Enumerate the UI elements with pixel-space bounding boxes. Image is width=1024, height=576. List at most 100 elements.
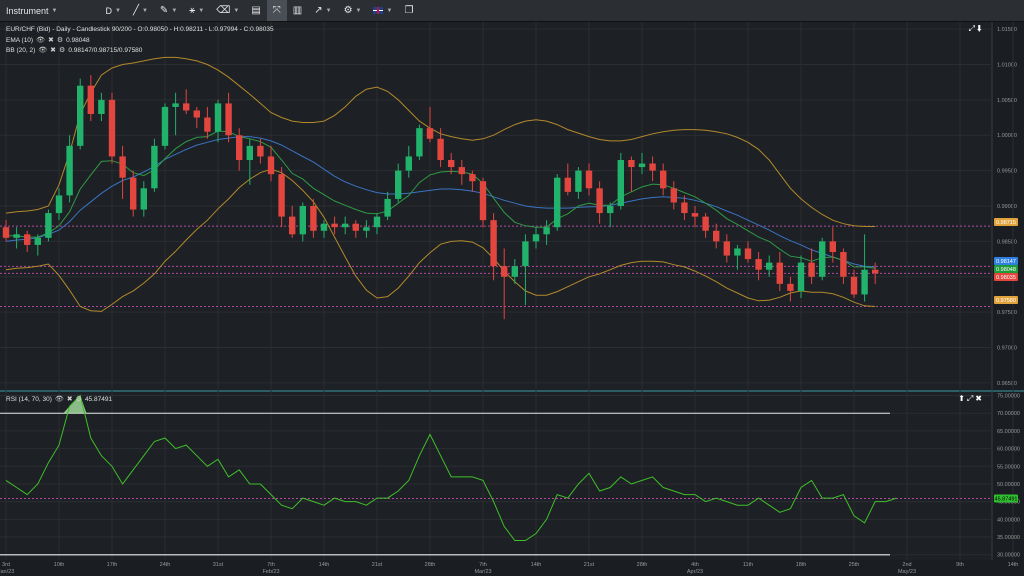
layout-button[interactable]: ▤	[245, 0, 266, 21]
x-tick-label: 21st	[372, 562, 383, 568]
x-tick-label: 10th	[54, 562, 65, 568]
timeframe-label: D	[105, 5, 112, 16]
bb-lower-line	[5, 168, 876, 312]
x-tick-label: 7th	[267, 562, 275, 568]
candle-body	[755, 259, 762, 270]
cross-tool-button[interactable]: ⚹ ▼	[183, 0, 210, 21]
x-tick-label: 14th	[319, 562, 330, 568]
trash-button[interactable]: ⌫ ▼	[210, 0, 245, 21]
candle-body	[352, 223, 359, 231]
price-label-bg	[994, 218, 1018, 226]
candle-body	[448, 160, 455, 168]
instrument-dropdown[interactable]: Instrument ▼	[0, 0, 63, 21]
main-legend-text: EUR/CHF (Bid) - Daily - Candlestick 90/2…	[6, 26, 274, 33]
line-tool-button[interactable]: ╱ ▼	[127, 0, 154, 21]
candle-body	[225, 103, 232, 136]
candle-body	[808, 262, 815, 277]
settings-button[interactable]: ⚙ ▼	[338, 0, 368, 21]
candle-body	[490, 220, 497, 267]
candle-body	[331, 223, 338, 228]
candle-body	[437, 138, 444, 160]
ema-legend-label: EMA (10)	[6, 36, 34, 44]
pencil-tool-icon: ✎	[159, 5, 169, 16]
candle-body	[850, 276, 858, 295]
y-tick-label: 1.01000	[997, 62, 1017, 68]
rsi-y-tick-label: 65.00000	[997, 429, 1020, 435]
price-label-bg	[994, 273, 1018, 281]
candle-body	[13, 234, 20, 238]
price-label: 0.97580	[996, 298, 1016, 304]
candle-body	[108, 99, 116, 157]
rsi-y-tick-label: 55.00000	[997, 464, 1020, 470]
rsi-current-label: 45.87491	[995, 497, 1018, 503]
candle-body	[395, 170, 402, 199]
candle-body	[320, 223, 328, 231]
eye-icon[interactable]: 👁	[54, 396, 64, 403]
rsi-pane-controls: ⬆⤢✖	[958, 394, 984, 404]
timeframe-dropdown[interactable]: D ▼	[99, 0, 126, 21]
share-button[interactable]: ↗ ▼	[308, 0, 337, 21]
candle-body	[119, 156, 126, 178]
candle-body	[681, 202, 688, 214]
candle-body	[98, 99, 105, 114]
fit-icon: ⤧	[272, 5, 281, 16]
windows-icon: ❐	[404, 5, 414, 16]
close-icon[interactable]: ✖	[66, 396, 73, 403]
candle-body	[384, 198, 391, 217]
price-label-bg	[994, 296, 1018, 304]
pencil-tool-button[interactable]: ✎ ▼	[154, 0, 183, 21]
rsi-pane-bg	[0, 392, 992, 560]
move-up-icon[interactable]: ⬆	[958, 394, 967, 403]
candle-body	[660, 170, 667, 189]
ema-legend-value: 0.98048	[66, 36, 90, 44]
windows-button[interactable]: ❐	[398, 0, 419, 21]
candle-body	[702, 216, 709, 231]
x-tick-label: 4th	[691, 562, 699, 568]
rsi-y-tick-label: 60.00000	[997, 447, 1020, 453]
y-tick-label: 0.99000	[997, 204, 1017, 210]
candle-body	[723, 241, 730, 256]
price-label: 0.98147	[996, 259, 1016, 265]
expand-icon[interactable]: ⤢	[966, 394, 976, 403]
line-tool-icon: ╱	[132, 5, 139, 16]
price-label-bg	[994, 265, 1018, 273]
eye-icon[interactable]: 👁	[38, 47, 48, 54]
gear-icon[interactable]: ⚙	[59, 47, 66, 54]
candle-body	[87, 85, 94, 114]
x-tick-label: 2nd	[902, 562, 911, 568]
fit-button[interactable]: ⤧	[266, 0, 287, 21]
eye-icon[interactable]: 👁	[36, 37, 45, 44]
expand-icon[interactable]: ⤢	[968, 24, 978, 33]
candle-body	[140, 188, 147, 210]
main-legend: EUR/CHF (Bid) - Daily - Candlestick 90/2…	[6, 26, 274, 33]
candle-body	[267, 156, 275, 175]
x-tick-label: 9th	[956, 562, 964, 568]
language-button[interactable]: ▼	[367, 0, 398, 21]
candle-body	[426, 128, 434, 139]
close-icon[interactable]: ✖	[47, 37, 54, 44]
gear-icon[interactable]: ⚙	[75, 396, 82, 403]
candle-body	[183, 103, 190, 111]
close-icon[interactable]: ✖	[50, 47, 57, 54]
price-label: 0.98035	[996, 275, 1016, 281]
close-icon[interactable]: ✖	[975, 394, 984, 403]
share-icon: ↗	[314, 5, 323, 16]
ema-line	[6, 130, 876, 269]
candle-body	[214, 103, 222, 132]
candle-body	[416, 128, 423, 157]
rsi-legend: RSI (14, 70, 30) 👁 ✖ ⚙ 45.87491	[6, 395, 112, 404]
ema-legend: EMA (10) 👁 ✖ ⚙ 0.98048	[6, 36, 90, 45]
x-tick-label: 31st	[213, 562, 224, 568]
move-down-icon[interactable]: ⬇	[977, 24, 984, 33]
bb-legend-label: BB (20, 2)	[6, 46, 36, 54]
indicators-button[interactable]: ▥	[287, 0, 308, 21]
rsi-y-tick-label: 50.00000	[997, 482, 1020, 488]
candle-body	[713, 230, 720, 242]
gear-icon[interactable]: ⚙	[56, 37, 64, 44]
candle-body	[45, 213, 52, 238]
x-tick-label: 11th	[743, 562, 753, 568]
candle-body	[2, 227, 10, 238]
bb-mid-line	[5, 136, 876, 268]
chevron-down-icon: ▼	[51, 7, 58, 14]
